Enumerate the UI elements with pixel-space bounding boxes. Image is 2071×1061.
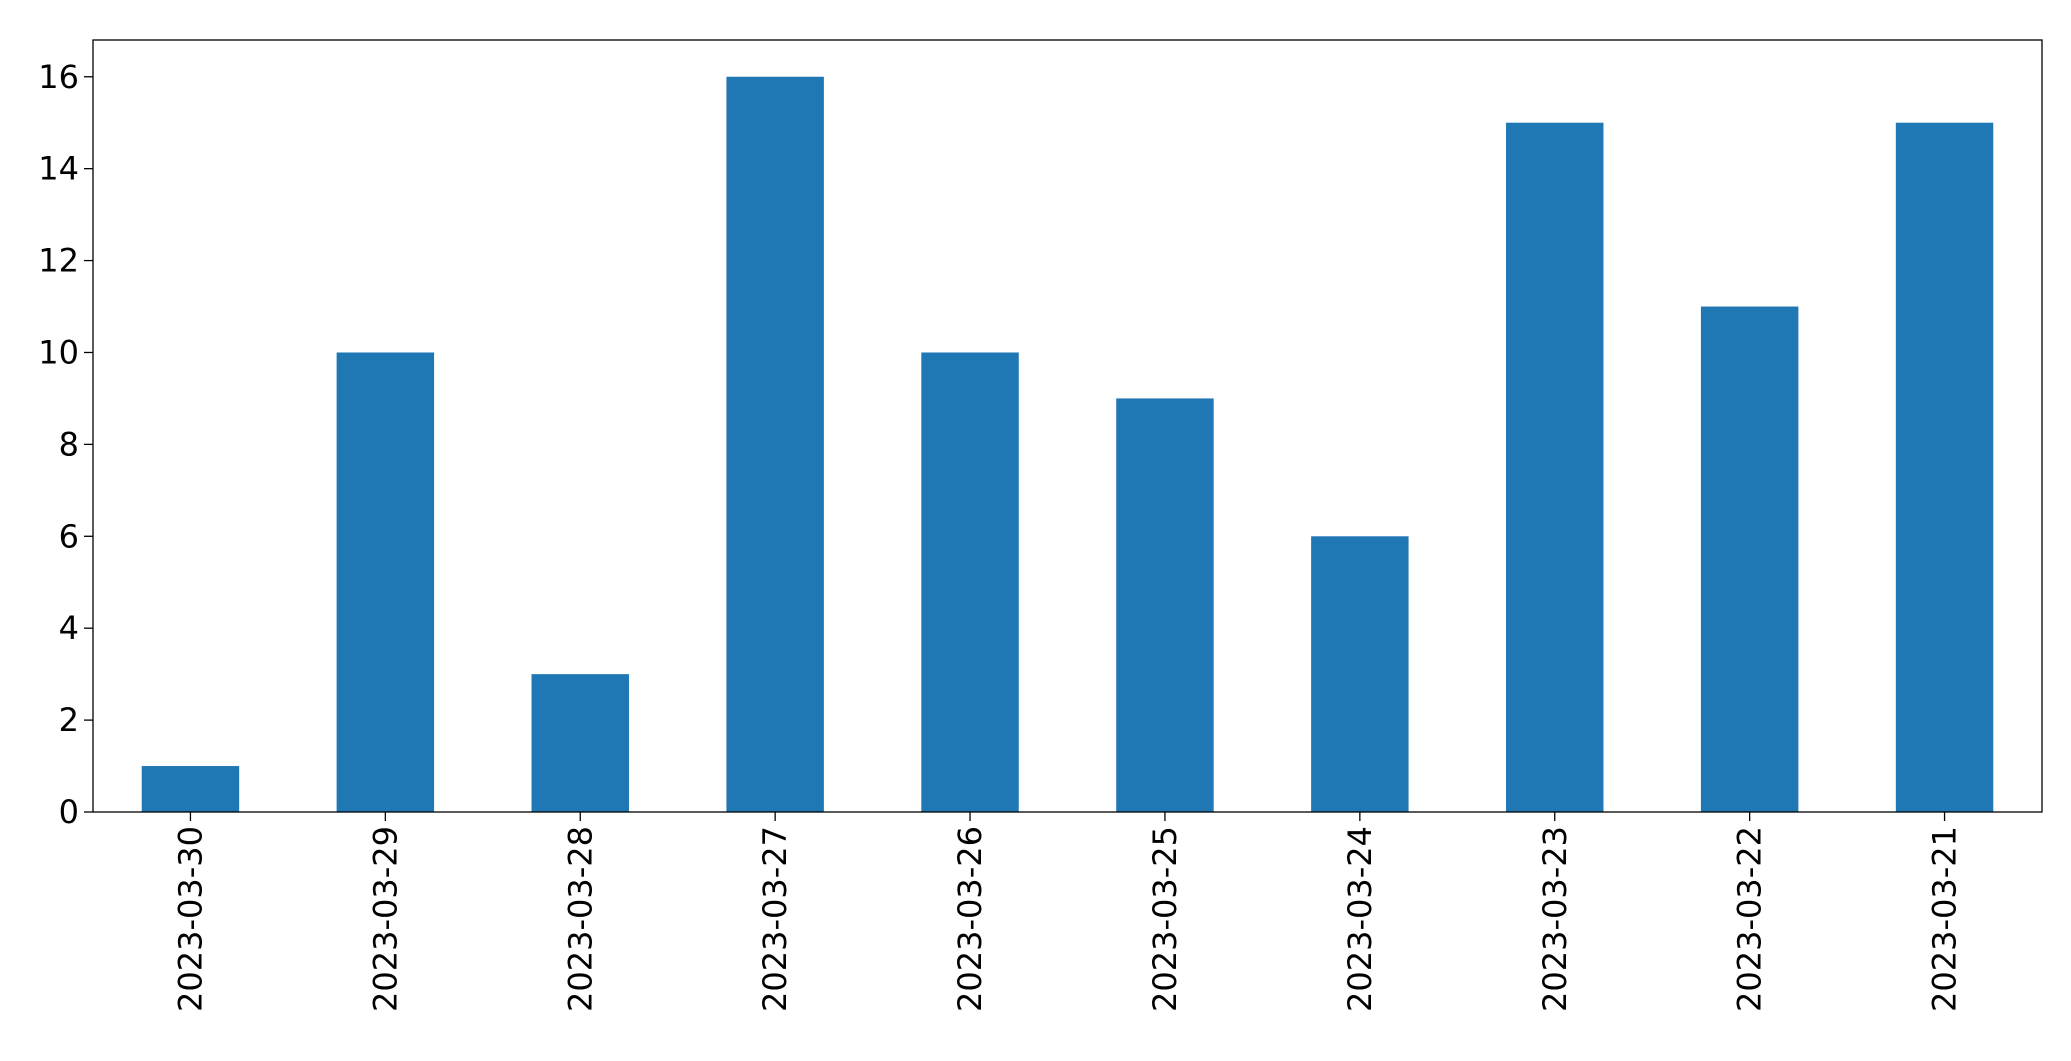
bar	[531, 674, 629, 812]
y-tick-label: 14	[38, 150, 79, 188]
x-tick-label: 2023-03-30	[171, 826, 209, 1012]
x-tick-label: 2023-03-26	[951, 826, 989, 1012]
x-tick-label: 2023-03-27	[756, 826, 794, 1012]
bar	[1895, 122, 1994, 812]
bar	[726, 76, 824, 812]
bar	[921, 352, 1019, 812]
x-tick-label: 2023-03-29	[366, 826, 404, 1012]
y-tick-label: 6	[59, 517, 79, 555]
x-tick-label: 2023-03-24	[1341, 826, 1379, 1012]
bar	[141, 766, 240, 812]
y-tick-label: 12	[38, 242, 79, 280]
bar	[1700, 306, 1799, 812]
x-tick-label: 2023-03-28	[561, 826, 599, 1012]
y-tick-label: 10	[38, 333, 79, 371]
x-tick-label: 2023-03-23	[1536, 826, 1574, 1012]
bar	[1311, 536, 1409, 812]
y-tick-label: 4	[59, 609, 79, 647]
y-tick-label: 8	[59, 425, 79, 463]
bar	[1506, 122, 1604, 812]
y-tick-label: 16	[38, 58, 79, 96]
y-tick-label: 0	[59, 793, 79, 831]
bar	[1116, 398, 1214, 812]
y-tick-label: 2	[59, 701, 79, 739]
x-tick-label: 2023-03-21	[1926, 826, 1964, 1012]
plot-frame	[92, 39, 2043, 813]
x-tick-label: 2023-03-25	[1146, 826, 1184, 1012]
bar	[336, 352, 435, 812]
x-tick-label: 2023-03-22	[1731, 826, 1769, 1012]
